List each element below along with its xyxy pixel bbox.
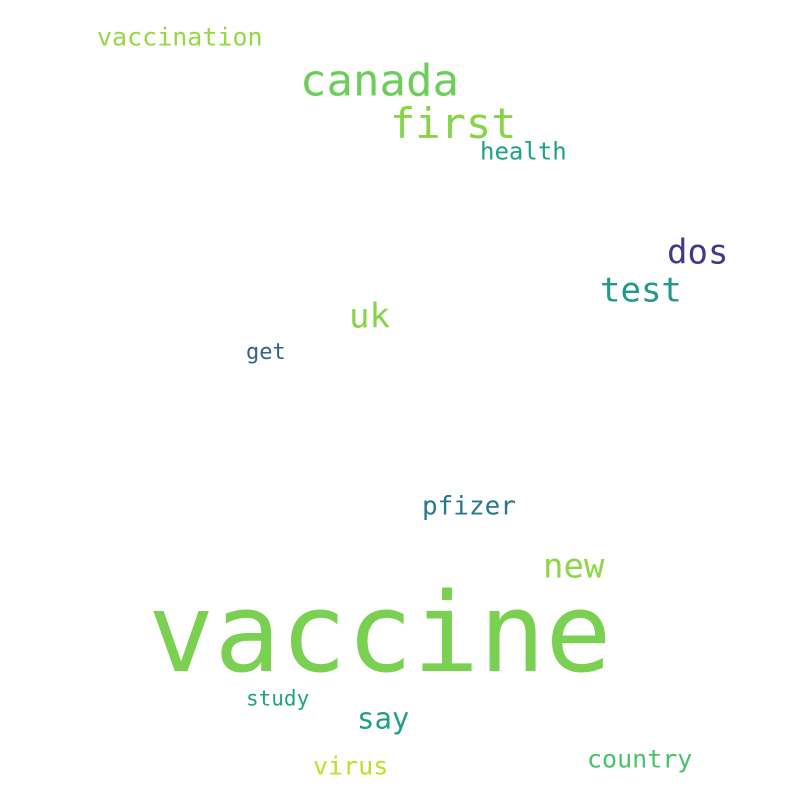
word-study: study	[246, 686, 310, 711]
word-uk: uk	[349, 296, 390, 337]
word-get: get	[246, 339, 286, 365]
word-health: health	[480, 137, 567, 166]
word-virus: virus	[313, 751, 389, 781]
word-canada: canada	[300, 55, 459, 107]
word-country: country	[587, 744, 693, 774]
word-say: say	[357, 701, 410, 736]
word-new: new	[543, 546, 605, 587]
word-pfizer: pfizer	[422, 491, 516, 522]
word-test: test	[600, 270, 682, 311]
word-dos: dos	[667, 232, 729, 273]
word-vaccine: vaccine	[148, 569, 612, 698]
word-vaccination: vaccination	[97, 22, 263, 52]
word-first: first	[390, 99, 517, 149]
